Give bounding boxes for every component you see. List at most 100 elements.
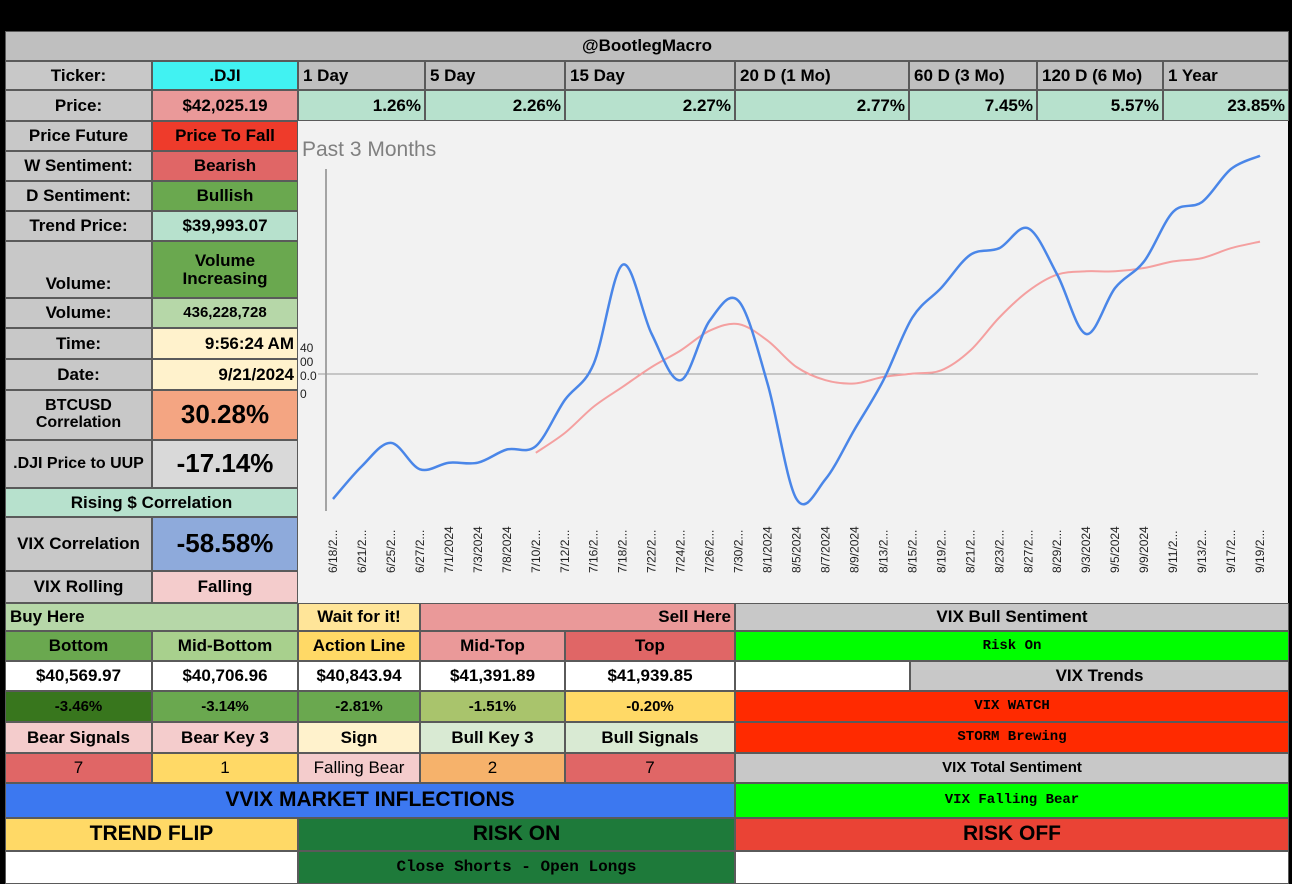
x-tick-label: 8/1/2024: [761, 526, 775, 573]
d-sentiment-label: D Sentiment:: [5, 181, 152, 211]
time-value: 9:56:24 AM: [152, 328, 298, 359]
trend-flip-cell: [5, 851, 298, 884]
storm-brewing: STORM Brewing: [735, 722, 1289, 753]
bull-key3-label: Bull Key 3: [420, 722, 565, 753]
volume-status-value: Volume Increasing: [152, 241, 298, 298]
x-tick-label: 9/13/2...: [1195, 530, 1209, 573]
sign-value: Falling Bear: [298, 753, 420, 783]
ticker-value[interactable]: .DJI: [152, 61, 298, 90]
period-5d: 5 Day: [425, 61, 565, 90]
x-tick-label: 8/9/2024: [847, 526, 861, 573]
chart-title: Past 3 Months: [302, 138, 436, 161]
bull-signals-value: 7: [565, 753, 735, 783]
pct-action-line: -2.81%: [298, 691, 420, 722]
x-tick-label: 7/18/2...: [616, 530, 630, 573]
volume-label: Volume:: [5, 298, 152, 328]
change-60d: 7.45%: [909, 90, 1037, 121]
change-5d: 2.26%: [425, 90, 565, 121]
risk-on-label: RISK ON: [298, 818, 735, 851]
x-tick-label: 9/3/2024: [1079, 526, 1093, 573]
price-future-label: Price Future: [5, 121, 152, 151]
y-tick-label: 0.0: [300, 369, 317, 383]
vix-corr-value: -58.58%: [152, 517, 298, 571]
buy-here-label: Buy Here: [5, 603, 298, 631]
bear-signals-value: 7: [5, 753, 152, 783]
period-20d: 20 D (1 Mo): [735, 61, 909, 90]
level-bottom: Bottom: [5, 631, 152, 661]
price-line: [332, 154, 1261, 506]
x-tick-label: 7/3/2024: [471, 526, 485, 573]
vix-rolling-value: Falling: [152, 571, 298, 603]
date-label: Date:: [5, 359, 152, 390]
risk-off-cell: [735, 851, 1289, 884]
volume-status-label: Volume:: [5, 241, 152, 298]
x-tick-label: 7/1/2024: [442, 526, 456, 573]
x-tick-label: 7/8/2024: [500, 526, 514, 573]
header-title: @BootlegMacro: [5, 31, 1289, 61]
vix-rolling-label: VIX Rolling: [5, 571, 152, 603]
change-15d: 2.27%: [565, 90, 735, 121]
x-tick-label: 8/27/2...: [1021, 530, 1035, 573]
x-tick-label: 8/19/2...: [934, 530, 948, 573]
period-15d: 15 Day: [565, 61, 735, 90]
trend-price-label: Trend Price:: [5, 211, 152, 241]
change-1d: 1.26%: [298, 90, 425, 121]
level-action-line: Action Line: [298, 631, 420, 661]
x-tick-label: 6/18/2...: [326, 530, 340, 573]
price-label: Price:: [5, 90, 152, 121]
trend-price-value: $39,993.07: [152, 211, 298, 241]
vix-total-sentiment-value: VIX Falling Bear: [735, 783, 1289, 818]
x-tick-label: 6/25/2...: [384, 530, 398, 573]
price-bottom: $40,569.97: [5, 661, 152, 691]
vvix-title: VVIX MARKET INFLECTIONS: [5, 783, 735, 818]
date-value: 9/21/2024: [152, 359, 298, 390]
x-tick-label: 6/21/2...: [355, 530, 369, 573]
x-tick-label: 8/13/2...: [876, 530, 890, 573]
x-tick-label: 7/24/2...: [674, 530, 688, 573]
vix-corr-label: VIX Correlation: [5, 517, 152, 571]
x-tick-label: 7/22/2...: [645, 530, 659, 573]
w-sentiment-value: Bearish: [152, 151, 298, 181]
w-sentiment-label: W Sentiment:: [5, 151, 152, 181]
vix-total-sentiment-label: VIX Total Sentiment: [735, 753, 1289, 783]
x-tick-label: 8/21/2...: [963, 530, 977, 573]
y-tick-label: 40: [300, 341, 314, 355]
x-tick-label: 8/29/2...: [1050, 530, 1064, 573]
pct-top: -0.20%: [565, 691, 735, 722]
d-sentiment-value: Bullish: [152, 181, 298, 211]
period-1d: 1 Day: [298, 61, 425, 90]
ticker-label: Ticker:: [5, 61, 152, 90]
risk-on-action: Close Shorts - Open Longs: [298, 851, 735, 884]
x-tick-label: 8/23/2...: [992, 530, 1006, 573]
y-tick-label: 00: [300, 355, 314, 369]
uup-corr-value: -17.14%: [152, 440, 298, 488]
level-top: Top: [565, 631, 735, 661]
period-1y: 1 Year: [1163, 61, 1289, 90]
x-tick-label: 8/5/2024: [790, 526, 804, 573]
price-top: $41,939.85: [565, 661, 735, 691]
bull-signals-label: Bull Signals: [565, 722, 735, 753]
change-20d: 2.77%: [735, 90, 909, 121]
bull-key3-value: 2: [420, 753, 565, 783]
vix-trends-label: VIX Trends: [910, 661, 1289, 691]
x-tick-label: 9/11/2...: [1166, 531, 1180, 573]
period-120d: 120 D (6 Mo): [1037, 61, 1163, 90]
x-tick-label: 8/7/2024: [818, 526, 832, 573]
level-mid-top: Mid-Top: [420, 631, 565, 661]
volume-value: 436,228,728: [152, 298, 298, 328]
x-tick-label: 9/9/2024: [1137, 526, 1151, 573]
risk-off-label: RISK OFF: [735, 818, 1289, 851]
x-tick-label: 8/15/2...: [905, 530, 919, 573]
vix-bull-sentiment-value: Risk On: [735, 631, 1289, 661]
price-chart: Past 3 Months 40 00 0.0 0 6/18/2... 6/21/2..…: [298, 121, 1288, 603]
change-120d: 5.57%: [1037, 90, 1163, 121]
time-label: Time:: [5, 328, 152, 359]
sell-here-label: Sell Here: [420, 603, 735, 631]
pct-bottom: -3.46%: [5, 691, 152, 722]
x-tick-label: 7/16/2...: [587, 530, 601, 573]
top-bar: [0, 0, 1292, 28]
x-tick-label: 9/5/2024: [1108, 526, 1122, 573]
x-tick-label: 7/10/2...: [529, 530, 543, 573]
sign-label: Sign: [298, 722, 420, 753]
